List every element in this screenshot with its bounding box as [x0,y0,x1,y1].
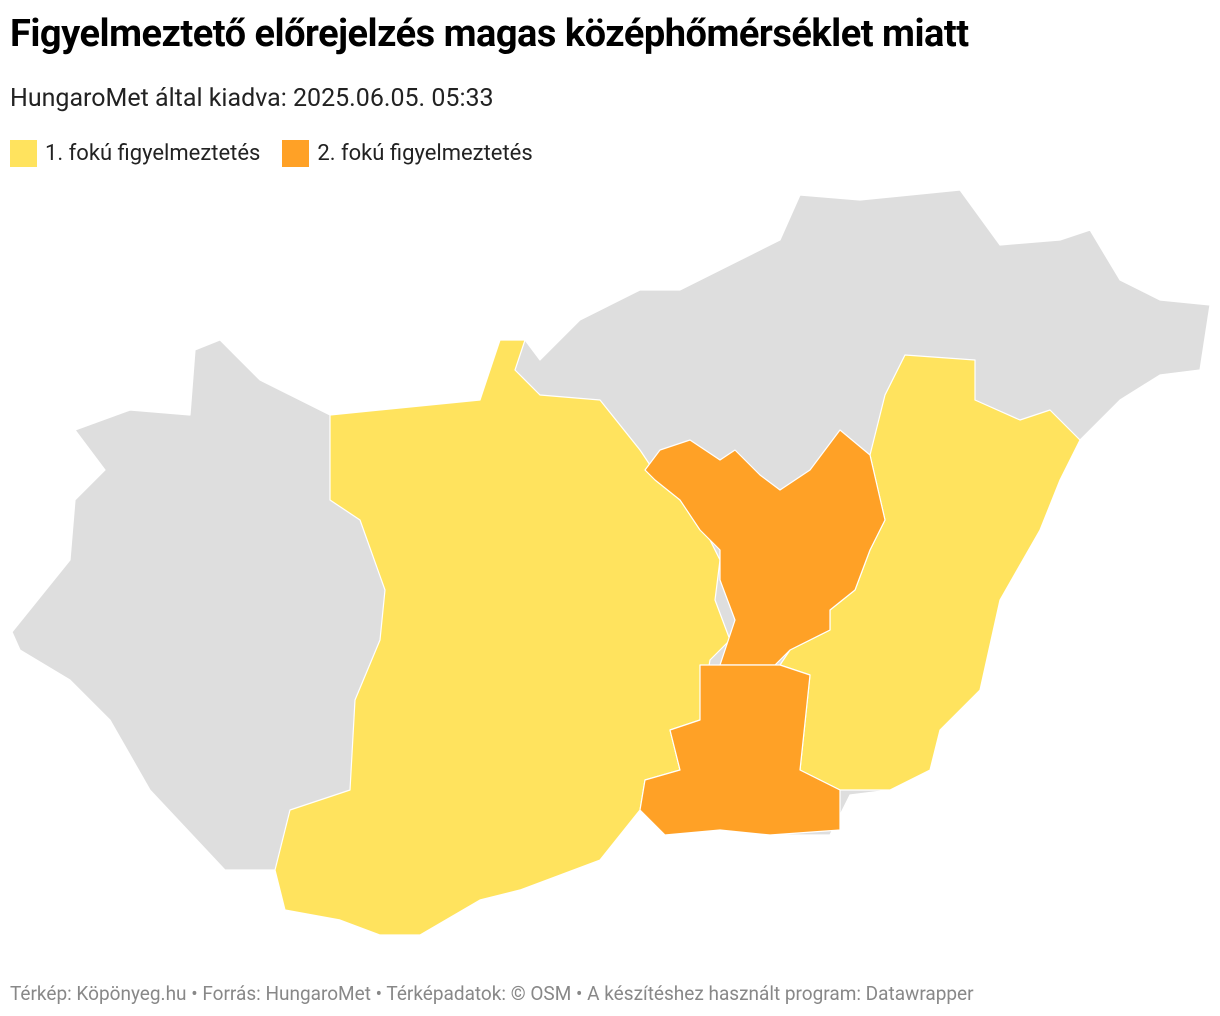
legend-item: 2. fokú figyelmeztetés [282,140,533,167]
region [639,664,841,836]
legend-label: 2. fokú figyelmeztetés [317,141,533,166]
footer: Térkép: Köpönyeg.hu • Forrás: HungaroMet… [10,982,974,1005]
legend-swatch [282,140,310,167]
region [644,429,886,666]
map [11,189,1211,936]
legend-item: 1. fokú figyelmeztetés [10,140,260,167]
legend-label: 1. fokú figyelmeztetés [45,141,261,166]
legend-swatch [10,140,37,167]
legend: 1. fokú figyelmeztetés 2. fokú figyelmezt… [10,140,533,167]
title: Figyelmeztető előrejelzés magas középhőm… [10,12,969,56]
subtitle: HungaroMet által kiadva: 2025.06.05. 05:… [10,84,494,113]
